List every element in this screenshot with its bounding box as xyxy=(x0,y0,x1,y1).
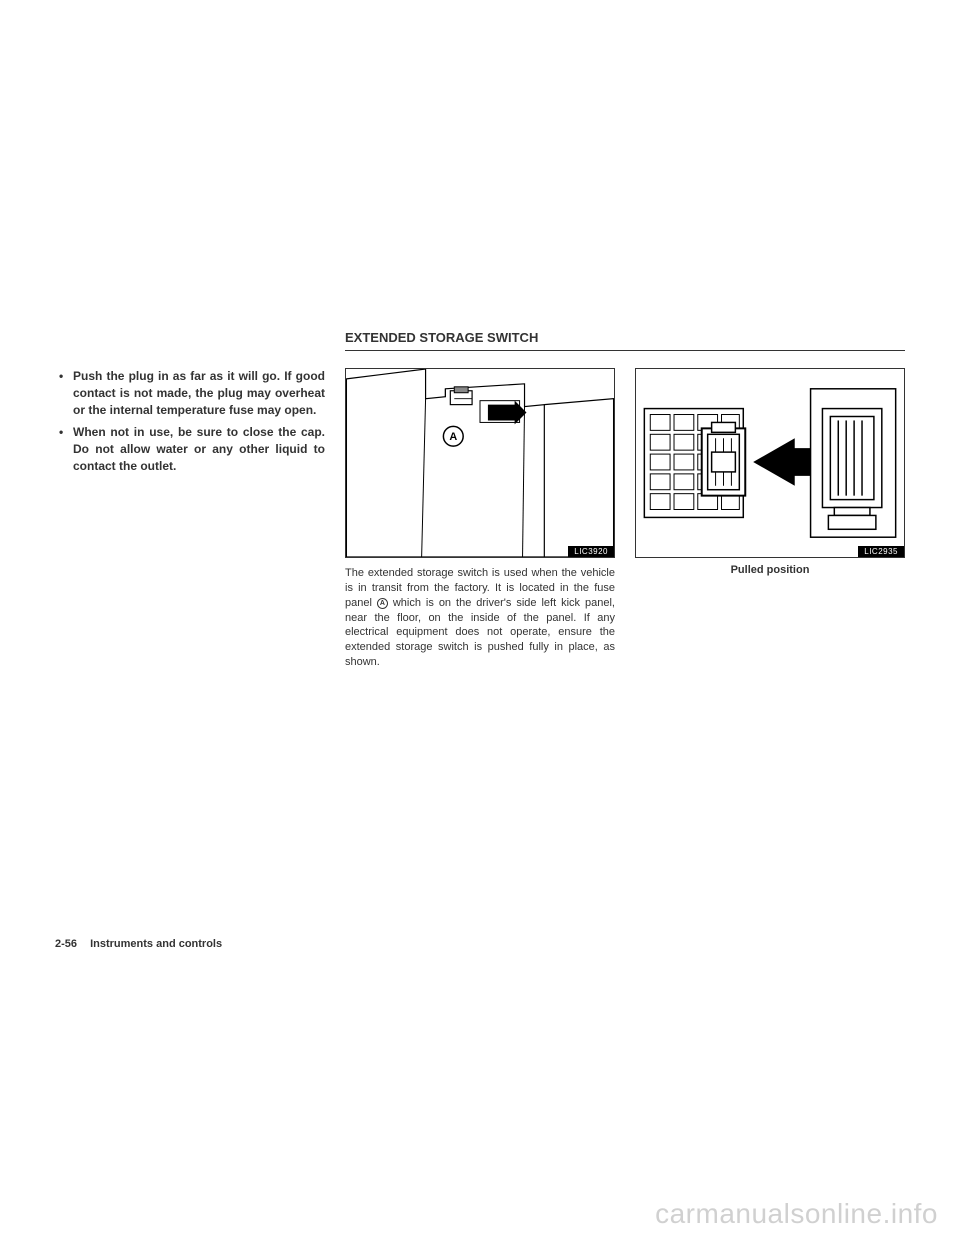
body-text: The extended storage switch is used when… xyxy=(345,566,615,670)
section-rule xyxy=(345,350,905,351)
section-title: EXTENDED STORAGE SWITCH xyxy=(345,330,538,345)
watermark: carmanualsonline.info xyxy=(655,1198,938,1230)
column-2: A LIC3920 The extended storage switch is… xyxy=(345,368,615,670)
figure-pulled-position: LIC2935 xyxy=(635,368,905,558)
column-1: Push the plug in as far as it will go. I… xyxy=(55,368,325,670)
figure-fuse-panel: A LIC3920 xyxy=(345,368,615,558)
column-3: LIC2935 Pulled position xyxy=(635,368,905,670)
figure-id: LIC2935 xyxy=(858,546,904,557)
bullet-item: When not in use, be sure to close the ca… xyxy=(55,424,325,474)
bullet-item: Push the plug in as far as it will go. I… xyxy=(55,368,325,418)
page-number: 2-56 xyxy=(55,938,77,950)
pulled-position-illustration xyxy=(636,369,904,557)
footer-section: Instruments and controls xyxy=(90,938,222,950)
content-columns: Push the plug in as far as it will go. I… xyxy=(55,368,905,670)
marker-a-label: A xyxy=(449,431,457,443)
switch-icon xyxy=(702,422,746,495)
figure-id: LIC3920 xyxy=(568,546,614,557)
bullet-list: Push the plug in as far as it will go. I… xyxy=(55,368,325,475)
fuse-panel-illustration: A xyxy=(346,369,614,557)
marker-a-icon: A xyxy=(377,598,388,609)
page-footer: 2-56 Instruments and controls xyxy=(55,938,222,950)
figure-caption: Pulled position xyxy=(635,564,905,576)
manual-page: EXTENDED STORAGE SWITCH Push the plug in… xyxy=(55,330,905,950)
